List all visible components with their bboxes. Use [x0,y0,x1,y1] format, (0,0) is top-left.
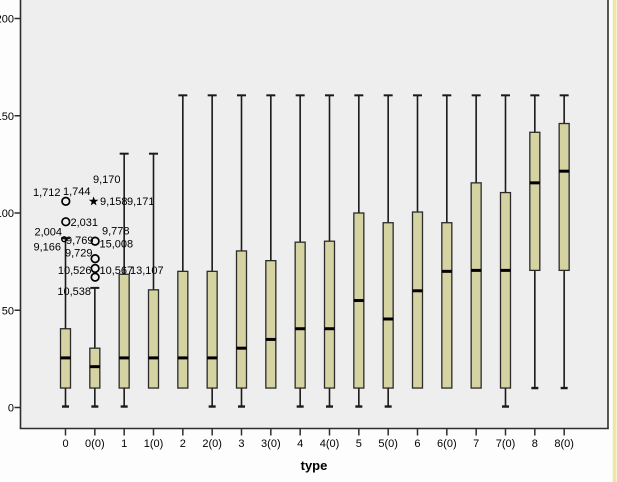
outlier-case-label: 10,538 [57,286,91,298]
box-2(0) [206,270,218,389]
box-5(0) [382,222,394,389]
y-tick-label: 50 [2,305,14,317]
box-4 [294,241,306,389]
x-tick-label: 5 [356,438,362,450]
outlier-circle-marker [90,236,100,246]
outlier-circle-marker [90,272,100,282]
x-tick-label: 5(0) [378,438,398,450]
outlier-circle-marker [61,236,68,243]
y-tick-label: 0 [8,403,14,415]
x-tick-label: 2(0) [202,438,222,450]
x-tick-label: 1 [121,438,127,450]
outlier-case-label: 13,107 [130,265,164,277]
outlier-case-label: 1,712 [33,187,61,199]
x-tick-label: 0(0) [85,438,105,450]
outlier-case-label: 9,769 [66,235,94,247]
x-tick-label: 6 [414,438,420,450]
box-6(0) [441,222,453,389]
x-axis-title: type [300,458,328,473]
box-8 [529,131,541,272]
x-tick-label: 8(0) [554,438,574,450]
y-tick-label: 100 [0,208,14,220]
x-tick-label: 3(0) [261,438,281,450]
outlier-case-label: 15,008 [100,239,134,251]
x-tick-label: 7(0) [496,438,516,450]
outlier-case-label: 10,567 [100,265,134,277]
box-7(0) [499,191,512,389]
outlier-case-label: 10,526 [58,265,92,277]
outlier-case-label: 2,031 [71,217,99,229]
box-8(0) [558,122,570,272]
outlier-case-label: 9,170 [93,174,121,186]
outlier-case-label: 9,158 [100,196,128,208]
y-tick-label: 150 [0,111,14,123]
x-tick-label: 1(0) [144,438,164,450]
outlier-case-label: 9,166 [33,242,61,254]
box-1(0) [147,289,160,389]
outlier-case-label: 9,778 [102,226,130,238]
window-edge-strip [612,0,617,482]
outlier-case-label: 1,744 [63,186,91,198]
x-tick-label: 4 [297,438,303,450]
box-3 [235,250,248,389]
outlier-circle-marker [90,263,100,274]
y-tick-label: 200 [0,14,14,26]
box-1 [118,273,130,389]
x-tick-label: 3 [238,438,244,450]
box-2 [177,270,189,389]
x-tick-label: 2 [180,438,186,450]
outlier-circle-marker [61,196,71,206]
x-tick-label: 0 [62,438,68,450]
plot-area [20,0,608,429]
outlier-circle-marker [90,254,100,264]
extreme-star-marker [88,196,99,206]
outlier-case-label: 9,171 [127,196,155,208]
box-4(0) [323,240,336,389]
x-tick-label: 4(0) [320,438,340,450]
outlier-circle-marker [61,217,71,227]
box-3(0) [265,260,277,389]
box-7 [470,182,482,389]
x-tick-label: 6(0) [437,438,457,450]
x-tick-label: 7 [473,438,479,450]
box-6 [411,211,424,389]
x-tick-label: 8 [532,438,538,450]
outlier-case-label: 9,729 [65,248,93,260]
outlier-case-label: 2,004 [34,227,62,239]
